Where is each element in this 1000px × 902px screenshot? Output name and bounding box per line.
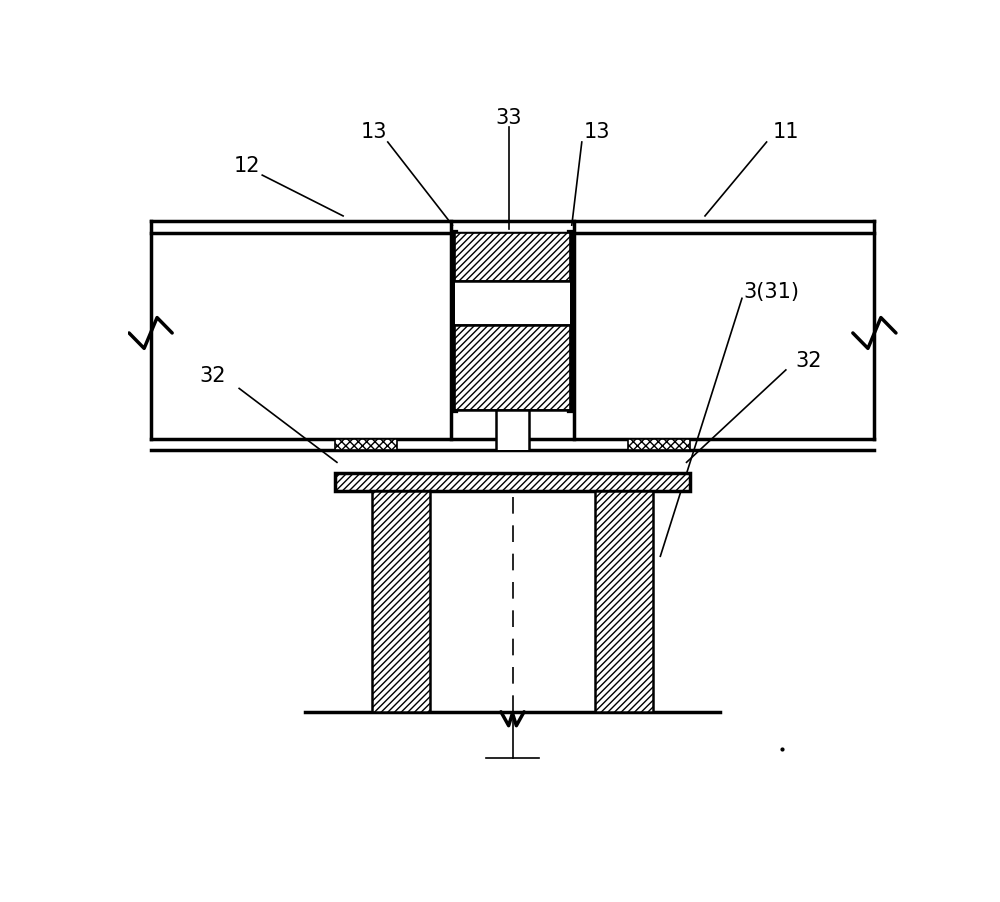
Text: 33: 33 [495,108,522,128]
Bar [335,474,690,492]
Bar [455,326,570,410]
Bar [372,492,430,712]
Text: 32: 32 [199,366,225,386]
Bar [335,440,397,450]
Bar [628,440,690,450]
Text: 32: 32 [796,351,822,371]
Bar [455,234,570,281]
Text: 13: 13 [584,122,610,143]
Text: 11: 11 [773,122,799,143]
Bar [496,410,529,450]
Bar [455,281,570,326]
Bar [595,492,653,712]
Text: 12: 12 [234,156,260,176]
Text: 13: 13 [361,122,387,143]
Text: 3(31): 3(31) [744,281,800,301]
